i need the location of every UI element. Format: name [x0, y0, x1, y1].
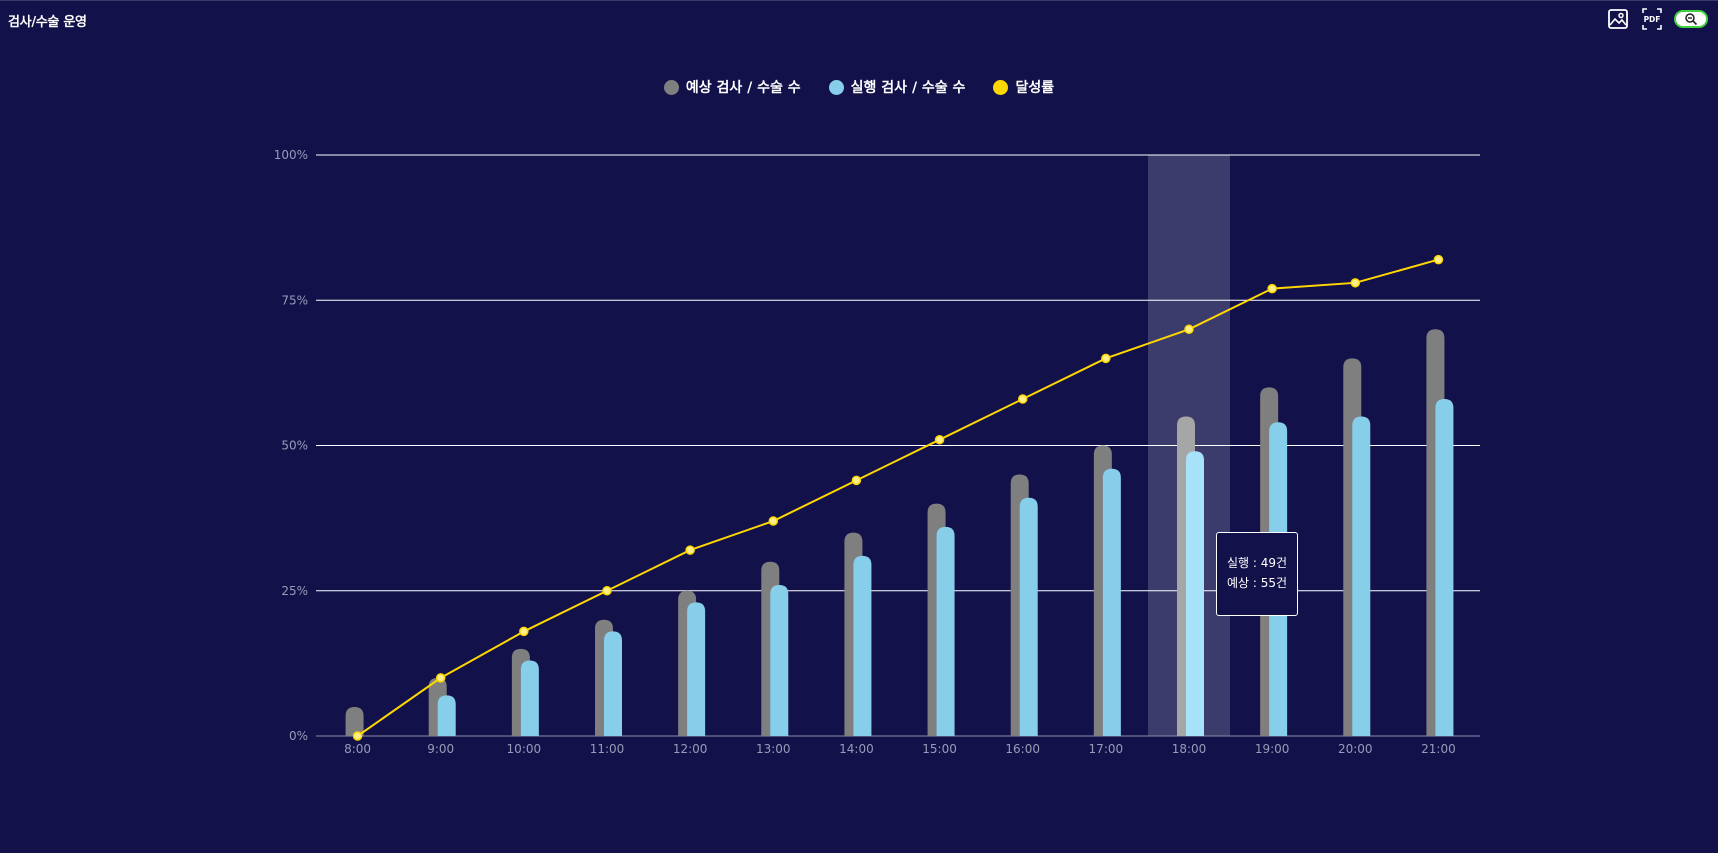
bar-actual [1019, 497, 1038, 736]
legend-item-actual[interactable]: 실행 검사 / 수술 수 [828, 77, 966, 97]
panel-title: 검사/수술 운영 [8, 15, 87, 30]
bar-actual [687, 602, 706, 736]
rate-point [1267, 283, 1277, 294]
rate-point [1184, 324, 1194, 335]
x-tick-label: 12:00 [673, 742, 708, 756]
x-tick-label: 17:00 [1089, 742, 1124, 756]
chart-legend: 예상 검사 / 수술 수 실행 검사 / 수술 수 달성률 [0, 77, 1718, 97]
y-tick-label: 25% [281, 584, 308, 598]
bar-actual [936, 526, 955, 736]
rate-point [435, 673, 446, 683]
rate-point [352, 731, 363, 741]
rate-point [1433, 254, 1444, 265]
tooltip-actual-line: 실행 : 49건 [1227, 556, 1288, 570]
bar-actual [1186, 451, 1204, 736]
rate-point [602, 586, 612, 596]
x-tick-label: 13:00 [756, 742, 791, 756]
legend-dot-expected [663, 79, 679, 95]
toolbar: PDF [1606, 7, 1708, 31]
x-tick-label: 19:00 [1255, 742, 1290, 756]
x-tick-label: 9:00 [427, 742, 454, 756]
bar-actual [520, 660, 539, 736]
rate-point [519, 626, 529, 637]
rate-point [1017, 394, 1028, 404]
svg-text:PDF: PDF [1644, 15, 1661, 24]
y-tick-label: 75% [281, 293, 308, 307]
rate-line [356, 258, 1439, 737]
x-tick-label: 20:00 [1338, 742, 1373, 756]
x-tick-label: 18:00 [1172, 742, 1207, 756]
image-download-icon[interactable] [1606, 7, 1630, 31]
x-tick-label: 16:00 [1005, 742, 1040, 756]
rate-point [768, 516, 779, 526]
legend-item-rate[interactable]: 달성률 [993, 77, 1054, 97]
bar-actual [1435, 399, 1454, 736]
legend-label-rate: 달성률 [1015, 80, 1055, 96]
zoom-out-icon[interactable] [1674, 10, 1708, 28]
tooltip-expected-line: 예상 : 55건 [1227, 576, 1288, 590]
bar-actual [1102, 468, 1121, 736]
x-tick-label: 11:00 [590, 742, 625, 756]
legend-label-actual: 실행 검사 / 수술 수 [850, 80, 966, 96]
legend-dot-actual [828, 79, 844, 95]
legend-label-expected: 예상 검사 / 수술 수 [685, 80, 801, 96]
y-tick-label: 100% [274, 148, 308, 162]
rate-point [851, 475, 862, 486]
rate-point [934, 434, 945, 445]
pdf-download-icon[interactable]: PDF [1640, 7, 1664, 31]
x-tick-label: 21:00 [1421, 742, 1456, 756]
bar-expected [345, 706, 364, 736]
y-tick-label: 50% [281, 439, 308, 453]
bar-actual [604, 631, 622, 736]
legend-item-expected[interactable]: 예상 검사 / 수술 수 [663, 77, 801, 97]
x-tick-label: 10:00 [507, 742, 542, 756]
bar-actual [853, 555, 872, 736]
bar-actual [770, 584, 789, 736]
chart-tooltip: 실행 : 49건 예상 : 55건 [1216, 532, 1298, 616]
x-tick-label: 14:00 [839, 742, 874, 756]
rate-point [1101, 353, 1111, 364]
y-tick-label: 0% [289, 729, 308, 743]
rate-point [685, 545, 695, 555]
x-tick-label: 15:00 [922, 742, 957, 756]
x-tick-label: 8:00 [344, 742, 371, 756]
bar-actual [437, 695, 456, 736]
legend-dot-rate [993, 79, 1009, 95]
bar-actual [1352, 416, 1371, 736]
rate-point [1350, 278, 1361, 288]
